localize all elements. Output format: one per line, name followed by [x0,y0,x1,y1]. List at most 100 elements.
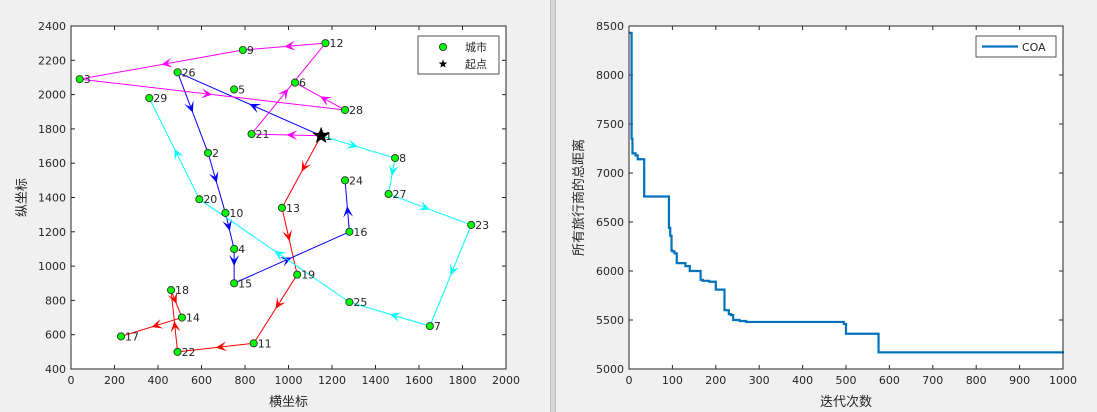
city-point [391,154,400,163]
city-label: 15 [238,277,252,290]
city-label: 4 [238,243,245,256]
y-tick-label: 5500 [596,314,624,327]
city-point [467,220,476,229]
route-arrowhead [282,229,292,242]
city-label: 3 [84,73,91,86]
city-label: 25 [353,296,367,309]
city-point [173,347,182,356]
route-arrowhead [388,164,399,177]
city-point [340,176,350,185]
route-arrowhead [450,263,460,276]
panel-divider[interactable] [550,0,556,412]
x-tick-label: 300 [749,374,770,387]
city-label: 5 [238,83,245,96]
city-label: 16 [353,226,367,239]
route-segment [170,290,179,352]
city-label: 18 [175,284,189,297]
x-tick-label: 1600 [405,374,433,387]
x-tick-label: 700 [922,374,943,387]
legend-start-marker [438,59,448,68]
x-tick-label: 100 [662,374,683,387]
y-tick-label: 400 [45,363,66,376]
x-tick-label: 1000 [1049,374,1077,387]
city-label: 24 [349,174,363,187]
city-point [321,39,330,48]
city-label: 28 [349,104,363,117]
route-segment [120,317,183,337]
route-arrowhead [222,219,233,231]
y-tick-label: 6500 [596,216,624,229]
legend-city-label: 城市 [465,40,487,54]
city-label: 12 [329,37,343,50]
plot-area [629,26,1063,369]
start-point-star [312,126,330,144]
x-tick-label: 1400 [362,374,390,387]
city-label: 26 [182,66,196,79]
city-label: 27 [393,188,407,201]
city-point [145,93,154,103]
city-point [230,85,239,94]
route-segment [281,207,298,275]
city-point [230,244,239,253]
x-tick-label: 500 [836,374,857,387]
city-label: 1 [325,130,332,143]
city-label: 21 [256,128,270,141]
city-label: 8 [399,152,406,165]
city-point [425,322,434,331]
coa-series-line [629,31,1065,354]
y-tick-label: 1600 [38,157,66,170]
y-tick-label: 5000 [596,363,624,376]
route-arrowhead [200,88,213,99]
route-arrowhead [286,130,298,141]
y-tick-label: 8500 [596,20,624,33]
plot-frame [70,25,507,370]
city-label: 7 [434,320,441,333]
y-axis-label: 纵坐标 [15,178,30,217]
x-axis-label: 横坐标 [269,395,308,410]
city-label: 11 [258,337,272,350]
route-arrowhead [279,257,292,267]
city-label: 9 [247,44,254,57]
city-label: 10 [229,207,243,220]
route-segment [253,274,298,344]
convergence-chart-panel: 0 100 200 300 400 500 600 700 800 900 1000 5000 5500… [556,0,1097,412]
y-tick-label: 7500 [596,118,624,131]
y-tick-label: 1200 [38,226,66,239]
city-label: 20 [203,193,217,206]
city-point [247,129,256,139]
route-arrowhead [389,312,402,323]
x-tick-label: 1200 [318,374,346,387]
city-point [345,298,354,307]
x-tick-label: 200 [705,374,726,387]
y-tick-label: 2000 [38,89,66,102]
x-tick-label: 600 [191,374,212,387]
city-label: 23 [475,219,489,232]
route-arrowhead [184,100,194,113]
route-arrowhead [417,201,430,211]
city-point [221,208,230,217]
route-segment [294,82,346,111]
y-tick-label: 7000 [596,167,624,180]
city-label: 13 [286,202,300,215]
route-segment [79,78,346,111]
route-arrowhead [320,96,333,106]
x-tick-label: 800 [235,374,256,387]
route-arrowhead [274,250,287,261]
city-point [75,75,84,84]
route-arrowhead [215,341,228,352]
route-arrowhead [249,103,262,114]
x-tick-label: 0 [68,374,75,387]
city-label: 29 [153,92,167,105]
y-tick-label: 600 [45,329,66,342]
city-point [249,339,258,348]
city-point [195,195,204,204]
city-point [177,313,186,322]
route-chart: 0 200 400 600 800 1000 1200 1400 1600 1800 2000400… [15,20,520,410]
x-tick-label: 600 [879,374,900,387]
route-arrowhead [167,291,178,304]
city-point [293,270,302,279]
x-tick-label: 800 [966,374,987,387]
city-point [277,203,287,212]
city-label: 2 [212,147,219,160]
y-axis-label: 所有旅行商的总距离 [571,139,587,256]
